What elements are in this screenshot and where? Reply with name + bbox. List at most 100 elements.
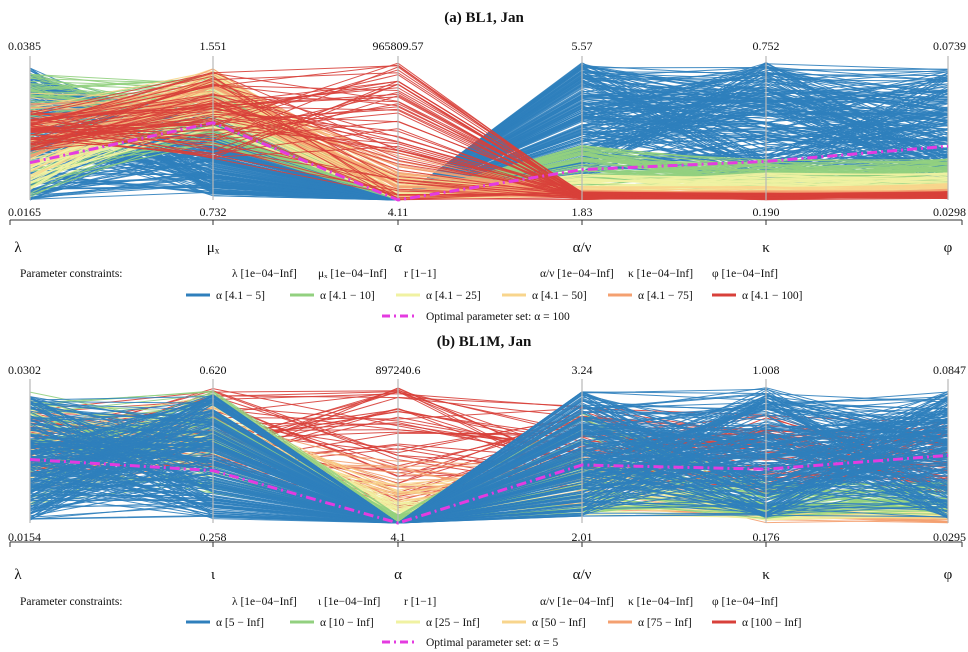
series-line <box>29 396 949 524</box>
constraints-label: Parameter constraints: <box>20 596 123 608</box>
axis-min-label: 0.0295 <box>933 530 966 544</box>
series-line <box>29 392 949 524</box>
axis-max-label: 0.752 <box>753 39 780 53</box>
axis-name: λ <box>14 240 22 256</box>
legend-entry: α [75 − Inf] <box>638 617 692 629</box>
panel-bl1-jan: (a) BL1, Jan 0.0385 0.0165 λ 1.551 0.732 μₓ 965… <box>8 10 966 323</box>
polyline-bundle <box>29 387 949 524</box>
axis-name: α <box>394 567 402 583</box>
axis-name: κ <box>762 567 770 583</box>
series-line <box>29 83 949 198</box>
series-line <box>29 432 949 524</box>
axis-name: α <box>394 240 402 256</box>
chart-title: (b) BL1M, Jan <box>437 334 532 350</box>
series-line <box>29 84 949 200</box>
legend-entry: α [4.1 − 10] <box>320 290 375 302</box>
series-line <box>29 119 949 201</box>
series-line <box>29 66 949 201</box>
series-line <box>29 74 949 201</box>
series-line <box>29 448 949 524</box>
axis-max-label: 897240.6 <box>376 363 421 377</box>
axis-min-label: 0.0298 <box>933 205 966 219</box>
axis-min-label: 0.732 <box>200 205 227 219</box>
series-line <box>29 115 949 196</box>
series-line <box>29 447 949 524</box>
axis-name: κ <box>762 240 770 256</box>
axis-min-label: 0.0154 <box>8 530 41 544</box>
legend-entry: α [4.1 − 75] <box>638 290 693 302</box>
axis-name: μₓ <box>207 240 220 256</box>
legend-optimal-label: Optimal parameter set: α = 5 <box>426 637 559 649</box>
axis-min-label: 2.01 <box>572 530 593 544</box>
series-line <box>29 409 949 524</box>
axis-min-label: 0.258 <box>200 530 227 544</box>
series-line <box>29 424 949 524</box>
axis-name: λ <box>14 567 22 583</box>
series-line <box>29 398 949 524</box>
series-line <box>29 445 949 524</box>
axis-max-label: 965809.57 <box>373 39 424 53</box>
constraint-item: α/ν [1e−04−Inf] <box>540 268 614 280</box>
legend-entry: α [10 − Inf] <box>320 617 374 629</box>
optimal-parameter-line <box>29 121 949 202</box>
axis-max-label: 0.0302 <box>8 363 41 377</box>
constraint-item: φ [1e−04−Inf] <box>712 268 778 280</box>
axis-name: φ <box>944 567 953 583</box>
legend-entry: α [100 − Inf] <box>742 617 801 629</box>
series-line <box>29 431 949 524</box>
axis-max-label: 0.0739 <box>933 39 966 53</box>
series-line <box>29 424 949 524</box>
axis-name: φ <box>944 240 953 256</box>
series-line <box>29 467 949 524</box>
series-line <box>29 400 949 524</box>
constraint-item: r [1−1] <box>404 596 436 608</box>
series-line <box>29 392 949 524</box>
series-line <box>29 415 949 524</box>
axis-max-label: 0.620 <box>200 363 227 377</box>
legend-entry: α [50 − Inf] <box>532 617 586 629</box>
series-line <box>29 64 948 200</box>
axis-max-label: 0.0847 <box>933 363 966 377</box>
axis-min-label: 0.190 <box>753 205 780 219</box>
constraint-item: φ [1e−04−Inf] <box>712 596 778 608</box>
constraint-item: α/ν [1e−04−Inf] <box>540 596 614 608</box>
legend-entry: α [5 − Inf] <box>216 617 264 629</box>
series-line <box>29 408 949 524</box>
series-line <box>29 71 949 201</box>
series-line <box>29 417 949 524</box>
constraint-item: λ [1e−04−Inf] <box>232 268 297 280</box>
series-line <box>29 395 949 524</box>
series-line <box>29 393 949 524</box>
axis-name: α/ν <box>573 567 592 583</box>
series-line <box>29 418 949 524</box>
constraint-item: κ [1e−04−Inf] <box>628 268 693 280</box>
legend-entry: α [4.1 − 100] <box>742 290 802 302</box>
legend-entry: α [4.1 − 25] <box>426 290 481 302</box>
series-line <box>29 403 949 524</box>
series-line <box>29 84 949 201</box>
constraints-label: Parameter constraints: <box>20 268 123 280</box>
axis-max-label: 1.008 <box>753 363 780 377</box>
axis-min-label: 0.0165 <box>8 205 41 219</box>
legend-entry: α [4.1 − 5] <box>216 290 265 302</box>
constraint-item: λ [1e−04−Inf] <box>232 596 297 608</box>
axis-max-label: 3.24 <box>572 363 593 377</box>
chart-title: (a) BL1, Jan <box>444 10 524 26</box>
legend-entry: α [25 − Inf] <box>426 617 480 629</box>
series-lines <box>29 387 949 524</box>
series-line <box>29 94 949 198</box>
series-line <box>29 411 949 524</box>
axis-min-label: 1.83 <box>572 205 593 219</box>
legend-entry: α [4.1 − 50] <box>532 290 587 302</box>
axis-max-label: 0.0385 <box>8 39 41 53</box>
panel-bl1m-jan: (b) BL1M, Jan 0.0302 0.0154 λ 0.620 0.258 ι 897… <box>8 334 966 649</box>
series-line <box>29 77 949 201</box>
series-line <box>29 400 949 524</box>
series-line <box>29 401 949 524</box>
series-line <box>29 412 949 524</box>
axis-min-label: 4.11 <box>388 205 409 219</box>
constraint-item: r [1−1] <box>404 268 436 280</box>
legend-optimal-label: Optimal parameter set: α = 100 <box>426 311 570 323</box>
constraint-item: μₓ [1e−04−Inf] <box>318 268 387 280</box>
